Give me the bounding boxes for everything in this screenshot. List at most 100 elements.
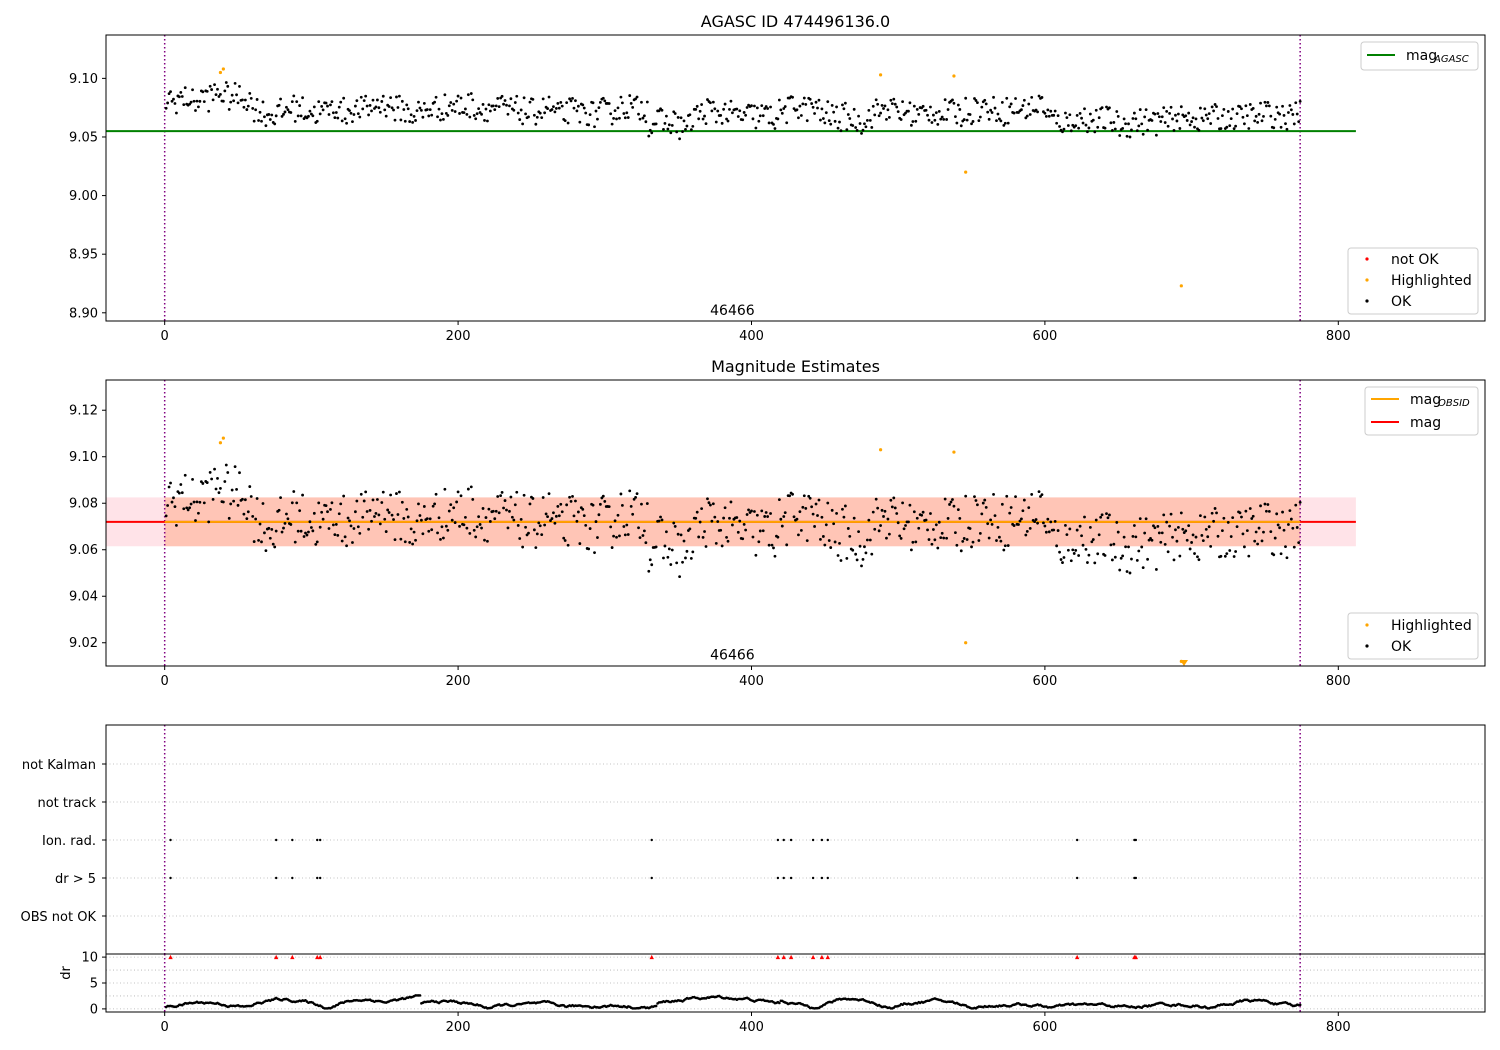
- ok-point: [731, 111, 734, 115]
- ok-point: [603, 500, 607, 503]
- ok-point: [867, 518, 871, 522]
- ok-point: [889, 98, 893, 102]
- ok-point: [1207, 525, 1211, 529]
- ok-point: [565, 503, 569, 507]
- ok-point: [1130, 128, 1133, 132]
- ok-point: [217, 491, 221, 495]
- ok-point: [226, 471, 230, 474]
- ok-point: [1053, 520, 1057, 523]
- ok-point: [909, 548, 913, 552]
- ok-point: [907, 109, 910, 113]
- ok-point: [729, 500, 733, 504]
- ok-point: [904, 524, 907, 527]
- ok-point: [880, 103, 884, 107]
- ok-point: [248, 92, 252, 95]
- ok-point: [1187, 524, 1191, 527]
- ok-point: [342, 96, 346, 100]
- ok-point: [236, 503, 240, 507]
- ok-point: [264, 124, 268, 128]
- ok-point: [921, 104, 925, 108]
- ok-point: [221, 500, 225, 504]
- ok-point: [857, 114, 860, 118]
- ok-point: [647, 134, 651, 138]
- ok-point: [1025, 529, 1029, 533]
- ok-point: [194, 109, 197, 112]
- ok-point: [665, 114, 668, 118]
- ok-point: [334, 523, 338, 526]
- ok-point: [609, 112, 613, 116]
- flag-point: [789, 838, 793, 842]
- ok-point: [1162, 513, 1166, 517]
- ok-point: [1225, 125, 1229, 129]
- ok-point: [233, 465, 237, 468]
- y-tick-label: 9.10: [69, 450, 98, 465]
- highlighted-point: [218, 70, 223, 75]
- ok-point: [405, 507, 409, 511]
- ok-point: [1086, 561, 1089, 564]
- ok-point: [402, 108, 406, 111]
- ok-point: [552, 105, 555, 109]
- ok-point: [1250, 517, 1254, 520]
- ok-point: [524, 112, 527, 116]
- ok-point: [697, 117, 701, 121]
- ok-point: [841, 507, 844, 511]
- ok-point: [995, 119, 998, 123]
- ok-point: [779, 517, 783, 521]
- ok-point: [1081, 543, 1085, 547]
- ok-point: [198, 500, 202, 504]
- ok-point: [892, 496, 896, 500]
- ok-point: [241, 98, 244, 102]
- ok-point: [804, 507, 808, 510]
- ok-point: [1020, 108, 1023, 112]
- ok-point: [1122, 535, 1126, 539]
- ok-point: [958, 108, 962, 111]
- ok-point: [556, 101, 560, 105]
- ok-point: [440, 525, 444, 529]
- ok-point: [390, 513, 394, 517]
- ok-point: [750, 104, 753, 108]
- ok-point: [1229, 535, 1233, 538]
- ok-point: [939, 117, 943, 121]
- ok-point: [855, 558, 859, 562]
- ok-point: [926, 113, 929, 117]
- ok-point: [637, 526, 640, 530]
- ok-point: [962, 118, 966, 121]
- ok-point: [437, 516, 441, 520]
- ok-point: [1138, 517, 1142, 521]
- ok-point: [770, 543, 774, 547]
- ok-point: [745, 106, 749, 109]
- ok-point: [1297, 120, 1301, 124]
- ok-point: [333, 533, 337, 537]
- ok-point: [814, 100, 818, 104]
- flag-point: [826, 838, 829, 842]
- ok-point: [1248, 507, 1252, 510]
- dr-clipped-marker: [1133, 954, 1139, 960]
- ok-point: [965, 118, 969, 122]
- ok-point: [1131, 117, 1135, 120]
- ok-point: [638, 536, 642, 540]
- ok-point: [219, 92, 222, 96]
- ok-point: [1185, 538, 1189, 542]
- ok-point: [858, 122, 862, 125]
- ok-point: [893, 102, 897, 106]
- ok-point: [942, 536, 946, 540]
- ok-point: [1044, 530, 1048, 534]
- flag-point: [782, 838, 785, 842]
- ok-point: [375, 98, 379, 102]
- ok-point: [810, 102, 814, 105]
- ok-point: [782, 515, 786, 518]
- ok-point: [709, 101, 712, 105]
- ok-point: [575, 109, 579, 113]
- ok-point: [528, 502, 532, 506]
- ok-point: [701, 117, 705, 121]
- ok-point: [207, 109, 211, 113]
- ok-point: [290, 100, 294, 103]
- ok-point: [464, 107, 467, 111]
- ok-point: [1018, 519, 1022, 523]
- ok-point: [534, 546, 538, 550]
- ok-point: [933, 538, 937, 542]
- ok-point: [1006, 544, 1010, 547]
- ok-point: [1030, 95, 1034, 99]
- ok-point: [725, 535, 728, 539]
